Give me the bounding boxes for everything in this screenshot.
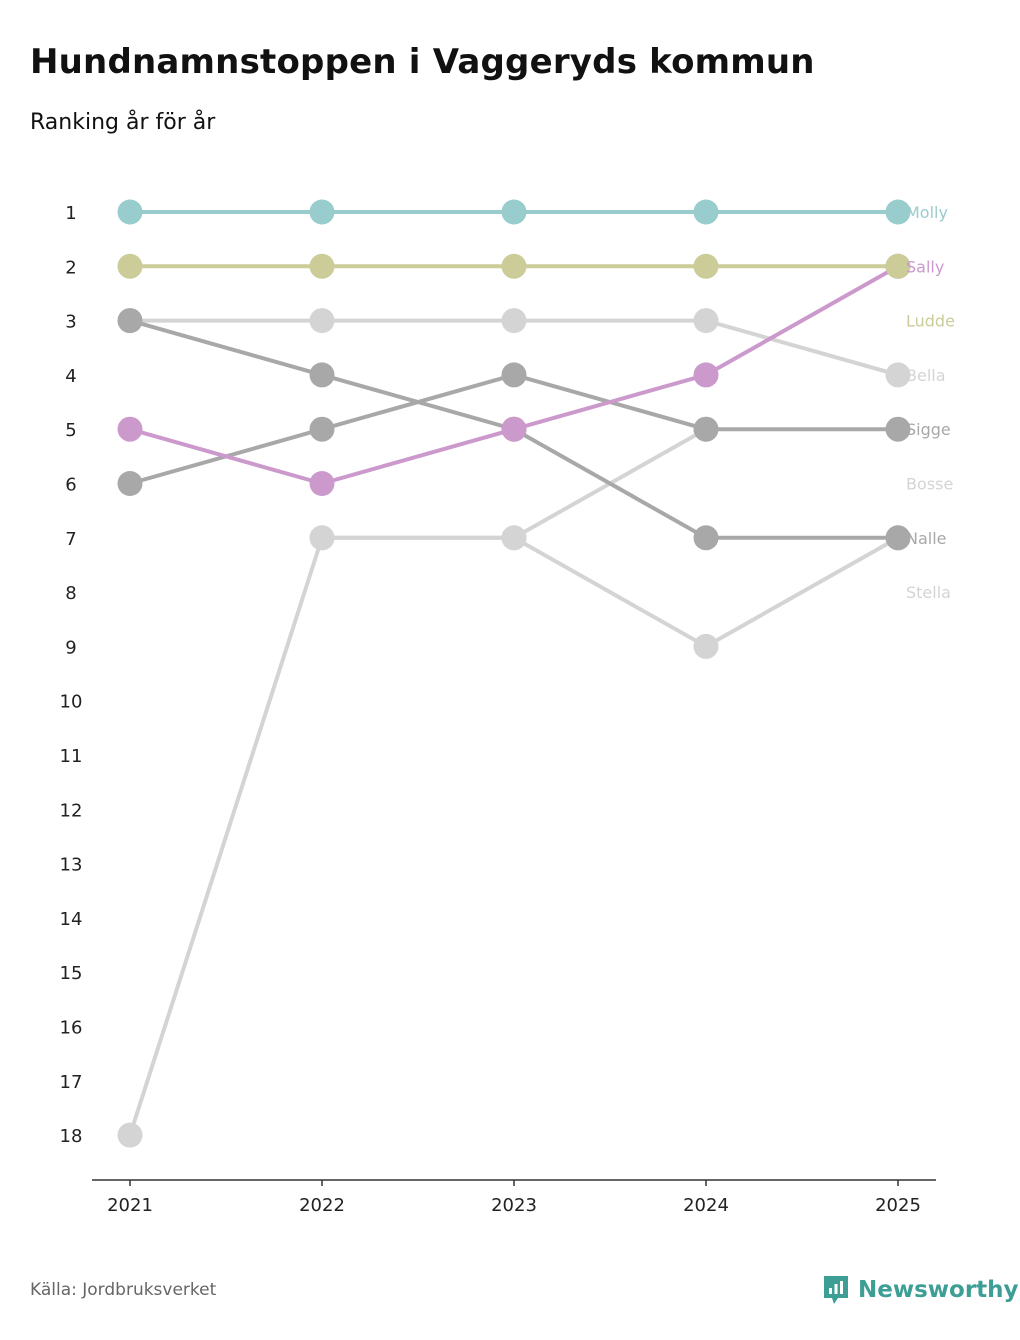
data-point-molly[interactable]: [309, 199, 335, 225]
x-tick-label: 2021: [107, 1195, 153, 1216]
data-point-ludde[interactable]: [885, 253, 911, 279]
y-tick-label: 18: [60, 1126, 83, 1147]
y-tick-label: 2: [65, 257, 76, 278]
series-line-sally: [320, 427, 516, 486]
data-point-sally[interactable]: [117, 416, 143, 442]
series-line-nalle: [128, 318, 324, 377]
end-label-stella: Stella: [906, 583, 951, 602]
data-point-bella[interactable]: [501, 308, 527, 334]
end-label-sally: Sally: [906, 257, 944, 276]
y-tick-label: 12: [60, 800, 83, 821]
newsworthy-logo-icon: [824, 1276, 848, 1304]
data-point-sigge[interactable]: [885, 416, 911, 442]
data-point-nalle[interactable]: [117, 308, 143, 334]
y-tick-label: 5: [65, 420, 76, 441]
y-tick-label: 8: [65, 583, 76, 604]
data-point-ludde[interactable]: [117, 253, 143, 279]
y-tick-label: 11: [60, 746, 83, 767]
data-point-ludde[interactable]: [309, 253, 335, 279]
y-tick-label: 9: [65, 637, 76, 658]
data-point-nalle[interactable]: [885, 525, 911, 551]
y-tick-label: 10: [60, 692, 83, 713]
x-tick-label: 2025: [875, 1195, 921, 1216]
x-tick-label: 2023: [491, 1195, 537, 1216]
series-line-stella: [128, 535, 324, 1138]
series-line-stella: [512, 535, 708, 649]
chart-title: Hundnamnstoppen i Vaggeryds kommun: [30, 42, 815, 82]
data-point-sally[interactable]: [309, 471, 335, 496]
data-point-molly[interactable]: [501, 199, 527, 225]
end-label-ludde: Ludde: [906, 312, 955, 331]
series-lines: [128, 210, 900, 1138]
end-labels: Molly Sally Ludde Bella Sigge Bosse Nalle Stell…: [906, 203, 955, 602]
data-point-molly[interactable]: [885, 199, 911, 225]
data-point-ludde[interactable]: [501, 253, 527, 279]
data-point-sigge[interactable]: [501, 362, 527, 388]
brand-logo: Newsworthy: [822, 1274, 1019, 1306]
data-point-bosse[interactable]: [309, 525, 335, 551]
series-line-stella: [704, 535, 900, 649]
y-tick-label: 17: [60, 1072, 83, 1093]
x-tick-label: 2024: [683, 1195, 729, 1216]
series-line-sally: [128, 427, 324, 486]
series-points: [117, 199, 911, 1148]
end-label-sigge: Sigge: [906, 420, 951, 439]
y-tick-label: 1: [65, 203, 76, 224]
data-point-sigge[interactable]: [117, 471, 143, 496]
end-label-bosse: Bosse: [906, 475, 953, 494]
series-line-sigge: [320, 372, 516, 432]
y-tick-label: 13: [60, 855, 83, 876]
data-point-ludde[interactable]: [693, 253, 719, 279]
end-label-bella: Bella: [906, 366, 946, 385]
data-point-stella[interactable]: [117, 1122, 143, 1148]
data-point-nalle[interactable]: [309, 362, 335, 388]
data-point-sally[interactable]: [693, 362, 719, 388]
data-point-stella[interactable]: [693, 633, 719, 659]
series-line-sally: [704, 264, 900, 377]
data-point-sigge[interactable]: [309, 416, 335, 442]
y-tick-label: 7: [65, 529, 76, 550]
series-line-sally: [512, 372, 708, 432]
x-tick-label: 2022: [299, 1195, 345, 1216]
data-point-sigge[interactable]: [693, 416, 719, 442]
brand-name: Newsworthy: [858, 1277, 1019, 1303]
data-point-nalle[interactable]: [693, 525, 719, 551]
data-point-bella[interactable]: [309, 308, 335, 334]
data-point-bosse[interactable]: [501, 525, 527, 551]
end-label-molly: Molly: [906, 203, 948, 222]
end-label-nalle: Nalle: [906, 529, 947, 548]
y-tick-label: 14: [60, 909, 83, 930]
y-tick-label: 15: [60, 963, 83, 984]
y-tick-label: 4: [65, 366, 76, 387]
series-line-nalle: [512, 427, 708, 540]
data-point-bella[interactable]: [885, 362, 911, 388]
source-note: Källa: Jordbruksverket: [30, 1280, 217, 1300]
y-tick-label: 16: [60, 1018, 83, 1039]
y-tick-label: 3: [65, 312, 76, 333]
series-line-bella: [704, 318, 900, 377]
data-point-bella[interactable]: [693, 308, 719, 334]
data-point-sally[interactable]: [501, 416, 527, 442]
data-point-molly[interactable]: [117, 199, 143, 225]
chart-subtitle: Ranking år för år: [30, 110, 216, 135]
data-point-molly[interactable]: [693, 199, 719, 225]
x-axis-ticks: 2021 2022 2023 2024 2025: [107, 1180, 921, 1216]
y-tick-label: 6: [65, 475, 76, 496]
